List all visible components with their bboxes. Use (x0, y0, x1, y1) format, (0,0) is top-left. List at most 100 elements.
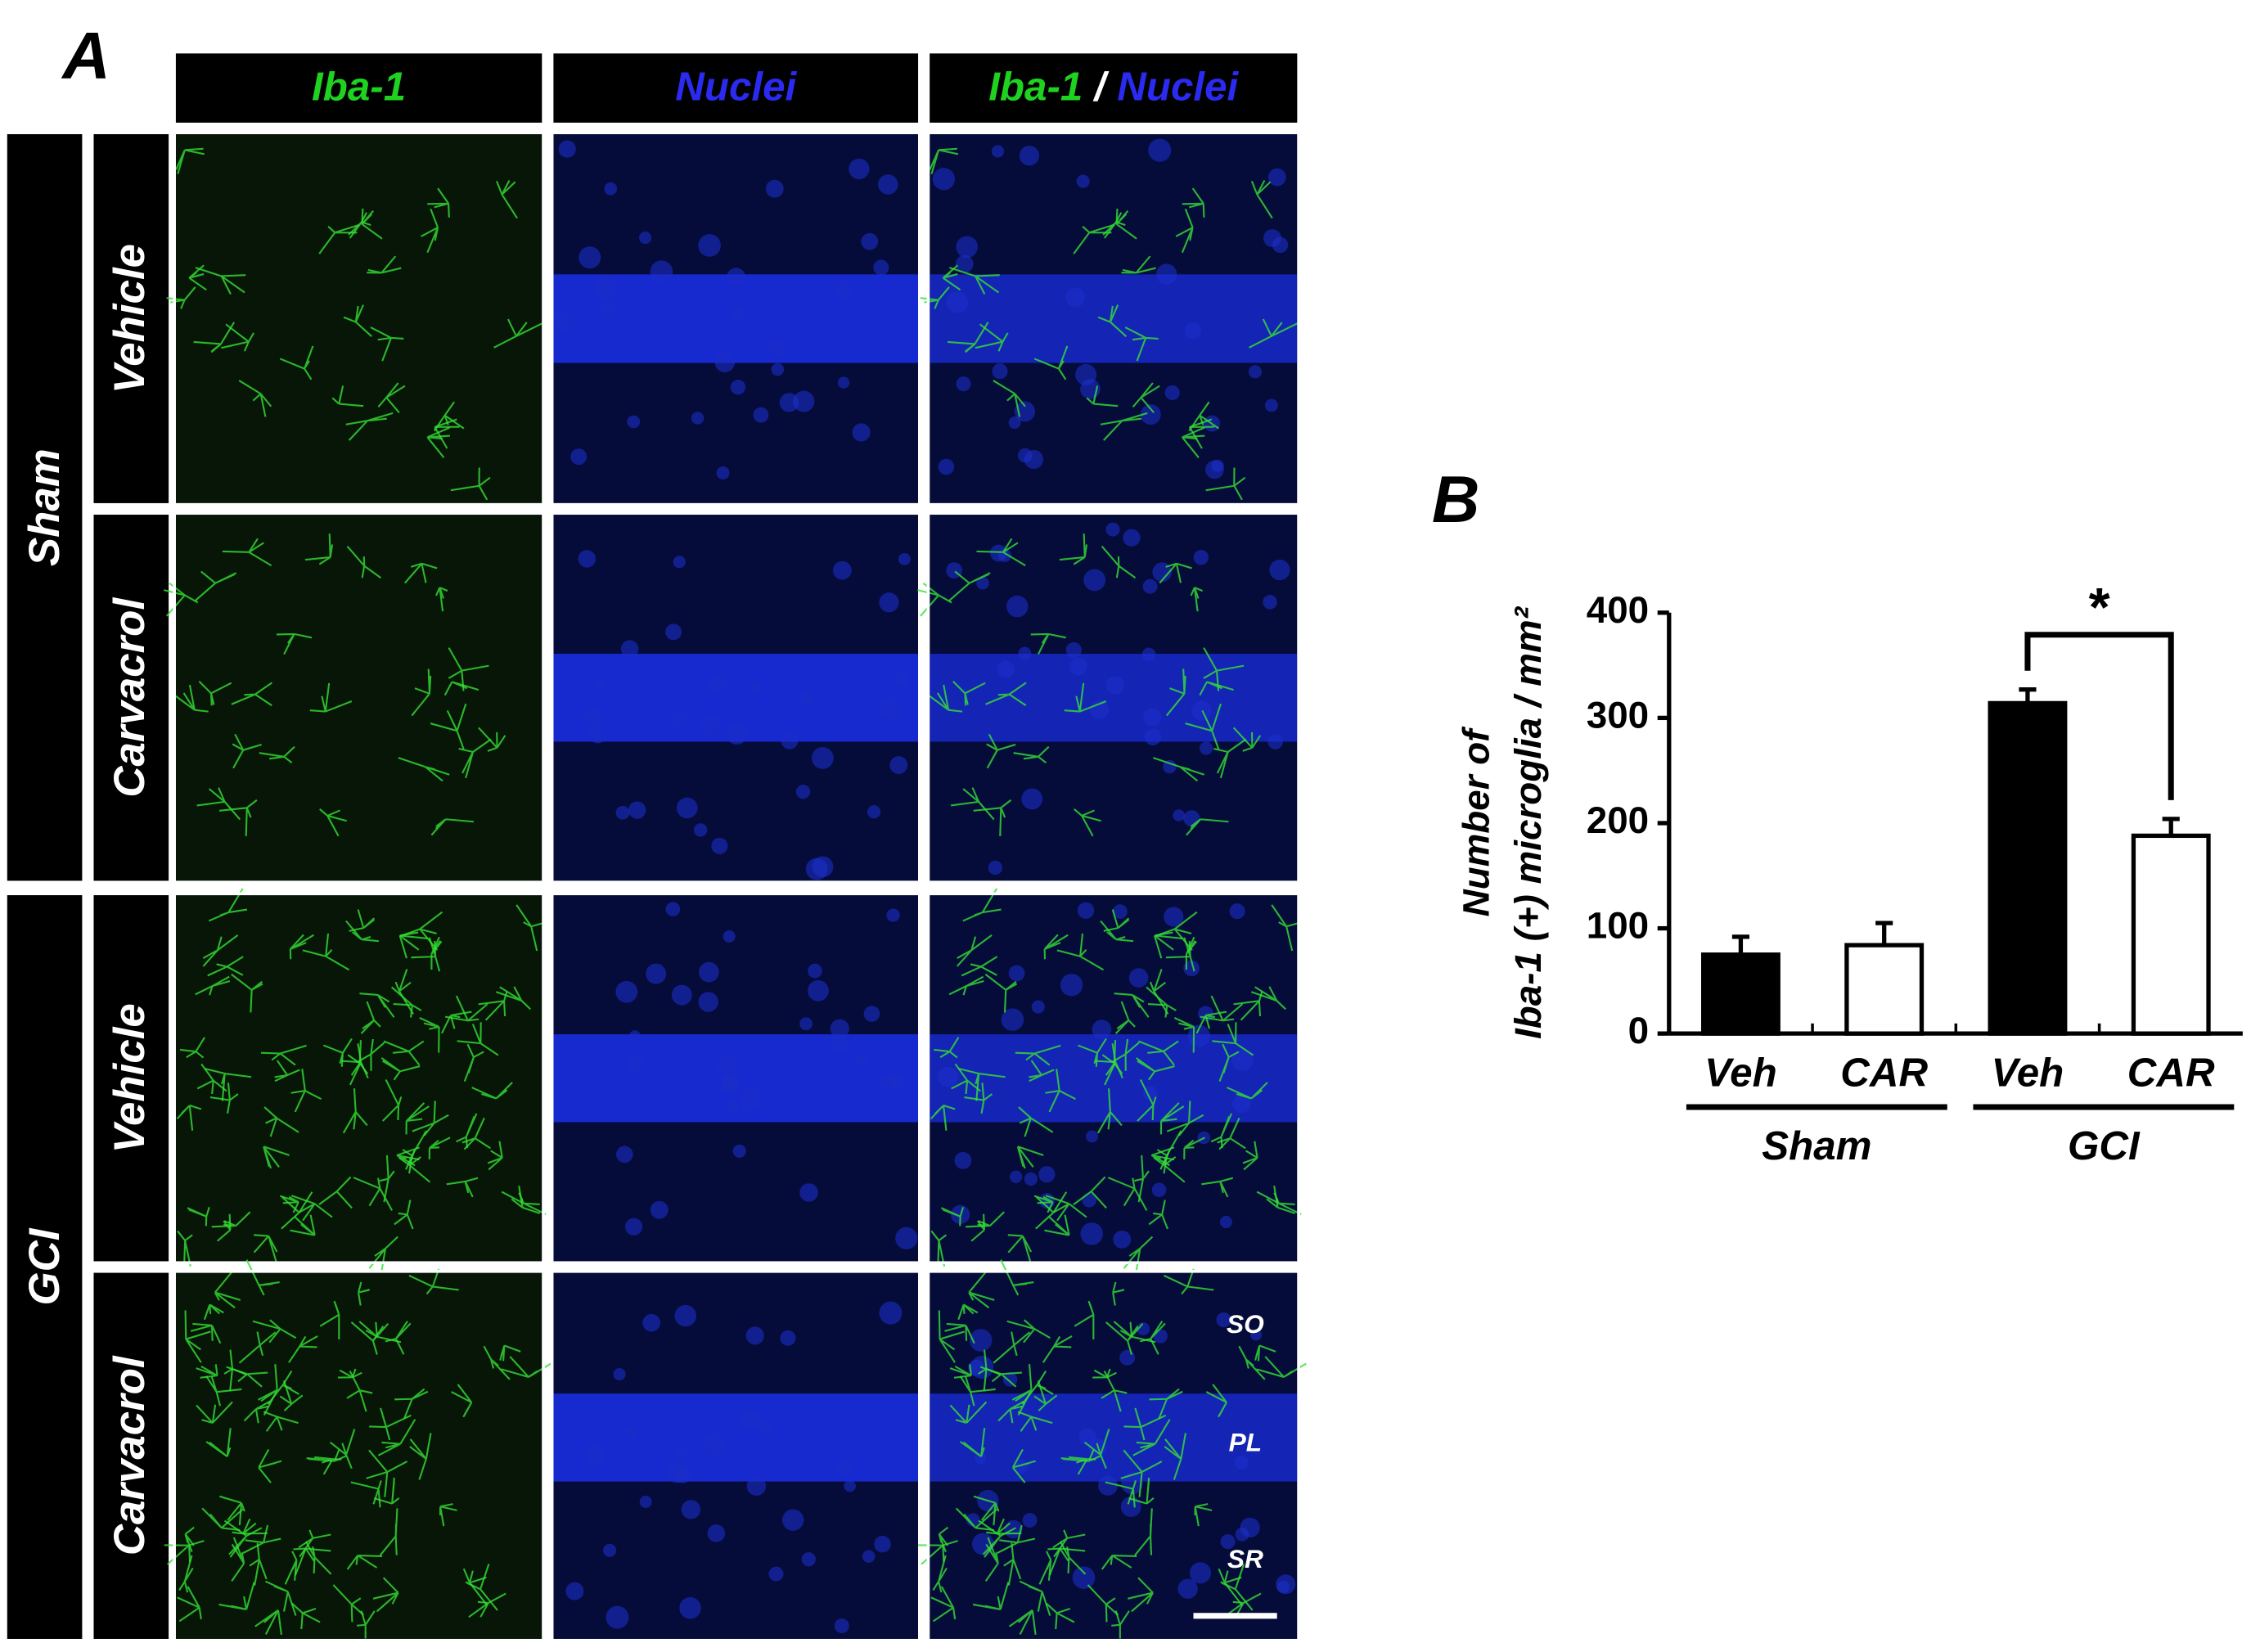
microglia (426, 426, 451, 458)
row-label-bg (93, 895, 169, 1262)
microglia (385, 1321, 412, 1355)
microglia (366, 1449, 408, 1497)
microglia (1128, 1477, 1155, 1505)
microglia (184, 1310, 211, 1363)
nucleus (1031, 1000, 1045, 1014)
nucleus (956, 376, 971, 392)
microglia (439, 1503, 457, 1527)
micrograph-clip (550, 131, 921, 506)
nucleus (613, 1368, 626, 1381)
microglia (179, 1037, 205, 1059)
microglia (458, 738, 492, 779)
microglia (319, 1300, 340, 1339)
nucleus (831, 1034, 849, 1053)
microglia (238, 380, 272, 417)
nucleus (988, 860, 1002, 876)
microglia (462, 1568, 488, 1606)
microglia (1182, 187, 1205, 218)
microglia (258, 1364, 278, 1416)
microglia (279, 1380, 304, 1411)
microglia (164, 1540, 205, 1565)
nucleus (834, 1618, 849, 1634)
microglia (298, 1529, 331, 1558)
nucleus (725, 722, 748, 745)
microglia (948, 322, 989, 353)
microglia (196, 1364, 218, 1379)
microglia (1164, 1433, 1186, 1480)
microglia (483, 1345, 511, 1380)
microglia (1056, 933, 1105, 971)
nucleus (753, 407, 769, 423)
microglia (918, 1540, 958, 1565)
nucleus (1184, 322, 1201, 340)
microglia (1238, 1345, 1266, 1380)
column-header-bg (175, 53, 542, 123)
microglia (361, 208, 383, 240)
nucleus (747, 681, 760, 695)
microglia (496, 180, 518, 219)
nucleus (642, 1313, 660, 1332)
nucleus (1229, 903, 1245, 920)
microglia (1137, 1079, 1157, 1122)
micrograph-clip (926, 892, 1300, 1264)
microglia (1100, 412, 1148, 441)
nucleus (624, 1426, 637, 1439)
micrograph-clip (173, 892, 545, 1264)
microglia (421, 208, 439, 254)
micrograph (175, 895, 542, 1262)
microglia (1087, 1584, 1119, 1623)
microglia (950, 787, 995, 821)
microglia (930, 1230, 948, 1267)
microglia (412, 1101, 449, 1137)
nucleus (1144, 728, 1162, 745)
microglia (966, 1211, 1005, 1228)
microglia (396, 1146, 420, 1167)
nucleus (1008, 416, 1021, 430)
nucleus (1163, 759, 1177, 774)
nucleus (709, 676, 727, 693)
nucleus (768, 337, 786, 355)
microglia (961, 956, 998, 977)
nucleus (1164, 385, 1180, 401)
nucleus (954, 1151, 972, 1169)
microglia (190, 1322, 222, 1344)
microglia (515, 904, 543, 952)
microglia (938, 1310, 966, 1363)
microglia (1254, 1344, 1276, 1362)
microglia (390, 986, 422, 1018)
nucleus (1123, 529, 1141, 547)
microglia (1086, 385, 1119, 407)
nucleus (1250, 1329, 1263, 1341)
microglia (1205, 467, 1246, 501)
microglia (348, 212, 371, 239)
microglia (501, 1191, 547, 1216)
nucleus (624, 1218, 643, 1236)
microglia (973, 799, 1012, 836)
nucleus (1183, 810, 1200, 827)
microglia (377, 1419, 416, 1456)
nucleus (584, 709, 602, 727)
microglia (951, 1063, 981, 1095)
microglia (1132, 1419, 1171, 1456)
microglia (347, 1040, 369, 1076)
y-axis-label: Number of (1455, 726, 1497, 917)
nucleus (1231, 1049, 1254, 1072)
microglia (195, 975, 231, 996)
microglia (345, 920, 379, 943)
microglia (232, 733, 262, 769)
microglia (1213, 738, 1247, 779)
microglia (231, 1537, 245, 1582)
microglia (258, 1448, 282, 1483)
significance-bracket (2024, 632, 2174, 800)
column-header-part: Nuclei (675, 64, 797, 109)
nucleus (1113, 1230, 1132, 1249)
nucleus (646, 963, 667, 984)
significance-label: * (2089, 577, 2110, 638)
nucleus (852, 423, 871, 442)
micrograph (175, 1272, 542, 1639)
nucleus (1080, 1222, 1104, 1245)
group-label: Sham (1762, 1123, 1871, 1168)
nucleus (1017, 448, 1033, 463)
column-header: Nuclei (675, 64, 797, 109)
microglia (428, 1137, 451, 1159)
